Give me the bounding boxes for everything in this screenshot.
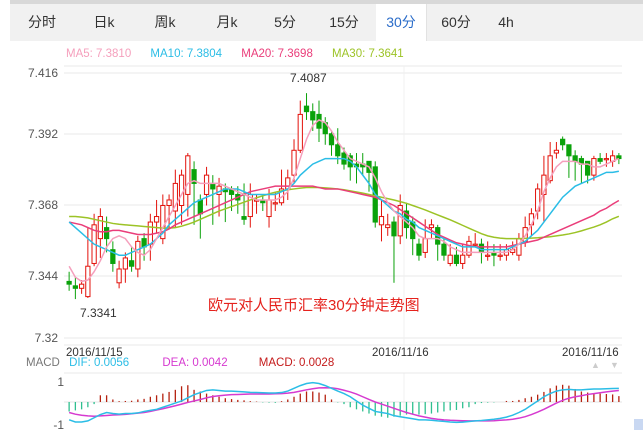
tab-timeshare[interactable]: 分时 <box>28 14 56 30</box>
tab-60min[interactable]: 60分 <box>441 14 471 30</box>
top-border <box>10 0 643 4</box>
x-tick-0: 2016/11/15 <box>66 347 123 359</box>
low-annotation: 7.3341 <box>80 306 117 320</box>
tab-daily-k[interactable]: 日k <box>93 14 115 30</box>
tab-4h[interactable]: 4h <box>498 14 514 30</box>
period-tabs: 分时 日k 周k 月k 5分 15分 30分 60分 4h <box>10 4 643 41</box>
tab-weekly-k[interactable]: 周k <box>154 14 176 30</box>
ma30-value: MA30: 7.3641 <box>332 48 404 60</box>
dif-value: DIF: 0.0056 <box>69 357 130 369</box>
tab-30min[interactable]: 30分 <box>376 4 427 41</box>
ma-legend: MA5: 7.3810 MA10: 7.3804 MA20: 7.3698 MA… <box>66 48 420 60</box>
tab-5min[interactable]: 5分 <box>274 14 296 30</box>
y-tick-3: 7.344 <box>27 269 58 283</box>
macd-y-tick-1: 1 <box>57 375 64 389</box>
y-tick-0: 7.416 <box>27 66 58 80</box>
scroll-down-icon[interactable]: ▼ <box>610 360 619 370</box>
scroll-up-icon[interactable]: ▲ <box>591 360 600 370</box>
x-tick-1: 2016/11/16 <box>372 347 429 359</box>
y-tick-2: 7.368 <box>27 198 58 212</box>
macd-value: MACD: 0.0028 <box>258 357 335 369</box>
dea-value: DEA: 0.0042 <box>162 357 228 369</box>
tab-monthly-k[interactable]: 月k <box>216 14 238 30</box>
tab-15min[interactable]: 15分 <box>329 14 359 30</box>
x-tick-2: 2016/11/16 <box>562 347 619 359</box>
macd-legend: MACD DIF: 0.0056 DEA: 0.0042 MACD: 0.002… <box>26 357 340 369</box>
macd-y-tick-neg1: -1 <box>53 418 64 432</box>
chart-title: 欧元对人民币汇率30分钟走势图 <box>208 297 420 314</box>
ma5-value: MA5: 7.3810 <box>66 48 132 60</box>
ma20-value: MA20: 7.3698 <box>241 48 313 60</box>
y-tick-1: 7.392 <box>27 127 58 141</box>
resize-handle[interactable] <box>634 419 643 430</box>
macd-label: MACD <box>26 357 60 369</box>
y-tick-4: 7.32 <box>34 331 58 345</box>
ma10-value: MA10: 7.3804 <box>150 48 223 60</box>
high-annotation: 7.4087 <box>290 71 327 85</box>
